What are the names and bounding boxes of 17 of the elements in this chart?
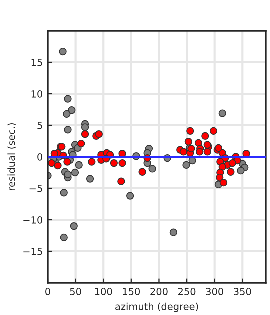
x-tick-label: 150: [123, 288, 140, 296]
x-tick-label: 0: [46, 288, 50, 296]
y-tick-label: −10: [24, 216, 42, 224]
y-tick-label: 15: [32, 59, 42, 66]
x-tick-label: 200: [150, 288, 168, 296]
x-tick-label: 250: [178, 288, 196, 296]
y-axis-title: residual (sec.): [8, 123, 16, 190]
y-tick-label: −15: [24, 248, 42, 256]
x-tick-label: 300: [206, 288, 224, 296]
x-tick-label: 100: [95, 288, 112, 296]
y-tick-label: 10: [32, 90, 42, 98]
y-tick-label: 0: [38, 153, 42, 161]
x-axis-title: azimuth (degree): [116, 302, 198, 312]
y-tick-label: 5: [38, 122, 42, 130]
x-tick-label: 350: [234, 288, 252, 296]
y-tick-label: −5: [30, 185, 42, 192]
x-tick-label: 50: [70, 288, 82, 296]
